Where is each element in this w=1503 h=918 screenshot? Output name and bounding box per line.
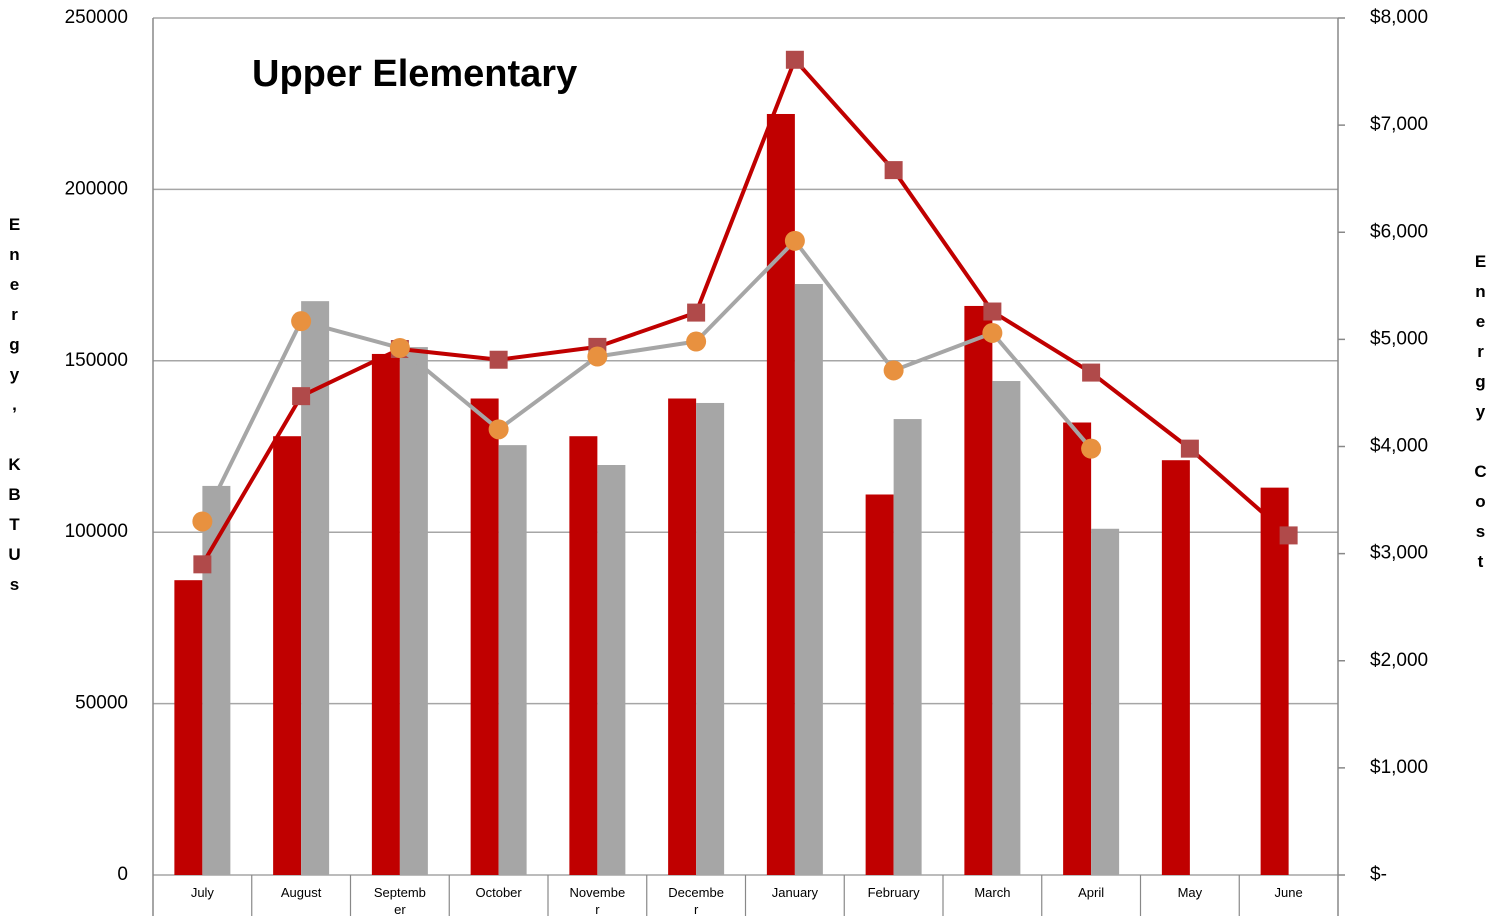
marker: [883, 360, 904, 381]
x-tick-label: December: [668, 885, 724, 917]
grid: [153, 17, 1338, 876]
y-tick-label: 50000: [75, 693, 128, 714]
marker: [785, 50, 804, 69]
y2-tick-label: $3,000: [1370, 543, 1428, 564]
bar: [696, 402, 725, 875]
marker: [193, 555, 212, 574]
marker: [686, 331, 707, 352]
bar: [202, 485, 231, 875]
marker: [1081, 438, 1102, 459]
y-tick-label: 150000: [65, 350, 128, 371]
y2-tick-label: $7,000: [1370, 114, 1428, 135]
marker: [488, 419, 509, 440]
marker: [389, 337, 410, 358]
x-tick-label: October: [475, 885, 522, 900]
marker: [192, 511, 213, 532]
bar: [865, 494, 894, 875]
x-tick-label: March: [974, 885, 1011, 900]
y2-tick-label: $2,000: [1370, 650, 1428, 671]
bar: [569, 436, 598, 875]
bar: [498, 445, 527, 875]
bar: [371, 353, 400, 876]
marker: [784, 230, 805, 251]
marker: [982, 322, 1003, 343]
marker: [1082, 363, 1101, 382]
bar: [992, 381, 1021, 875]
bar: [1091, 528, 1120, 875]
y-tick-label: 100000: [65, 521, 128, 542]
bar: [1260, 487, 1289, 875]
bar: [470, 398, 499, 875]
marker: [489, 350, 508, 369]
marker: [983, 302, 1002, 321]
bar: [1161, 460, 1190, 875]
bar: [399, 347, 428, 875]
bar: [1063, 422, 1092, 875]
y2-tick-label: $8,000: [1370, 7, 1428, 28]
x-tick-label: January: [771, 885, 818, 900]
bar: [174, 580, 203, 875]
y-tick-label: 0: [117, 864, 128, 885]
x-tick-label: April: [1078, 885, 1105, 900]
x-tick-label: November: [569, 885, 626, 917]
y2-tick-label: $6,000: [1370, 221, 1428, 242]
y-tick-label: 200000: [65, 178, 128, 199]
x-tick-label: May: [1177, 885, 1203, 900]
chart-title: Upper Elementary: [252, 53, 577, 95]
x-tick-label: June: [1274, 885, 1303, 900]
line: [200, 238, 1093, 523]
x-tick-label: August: [280, 885, 322, 900]
y-axis-title: Energy, KBTUs: [5, 215, 24, 605]
marker: [587, 346, 608, 367]
line: [200, 57, 1290, 566]
x-tick-label: September: [373, 885, 426, 917]
y2-axis-title: Energy Cost: [1471, 252, 1490, 582]
bar: [964, 305, 993, 875]
y-tick-label: 250000: [65, 7, 128, 28]
y2-tick-label: $4,000: [1370, 436, 1428, 457]
marker: [1180, 439, 1199, 458]
marker: [884, 161, 903, 180]
marker: [292, 387, 311, 406]
y2-tick-label: $5,000: [1370, 328, 1428, 349]
marker: [291, 311, 312, 332]
bar: [668, 398, 697, 875]
bar: [766, 113, 795, 875]
x-tick-label: July: [190, 885, 214, 900]
x-tick-label: February: [867, 885, 920, 900]
bar: [893, 419, 922, 875]
marker: [687, 303, 706, 322]
bar: [794, 284, 823, 875]
marker: [1279, 526, 1298, 545]
y2-tick-label: $1,000: [1370, 757, 1428, 778]
bar: [597, 465, 626, 875]
y2-tick-label: $-: [1370, 864, 1387, 885]
bar: [273, 436, 302, 875]
